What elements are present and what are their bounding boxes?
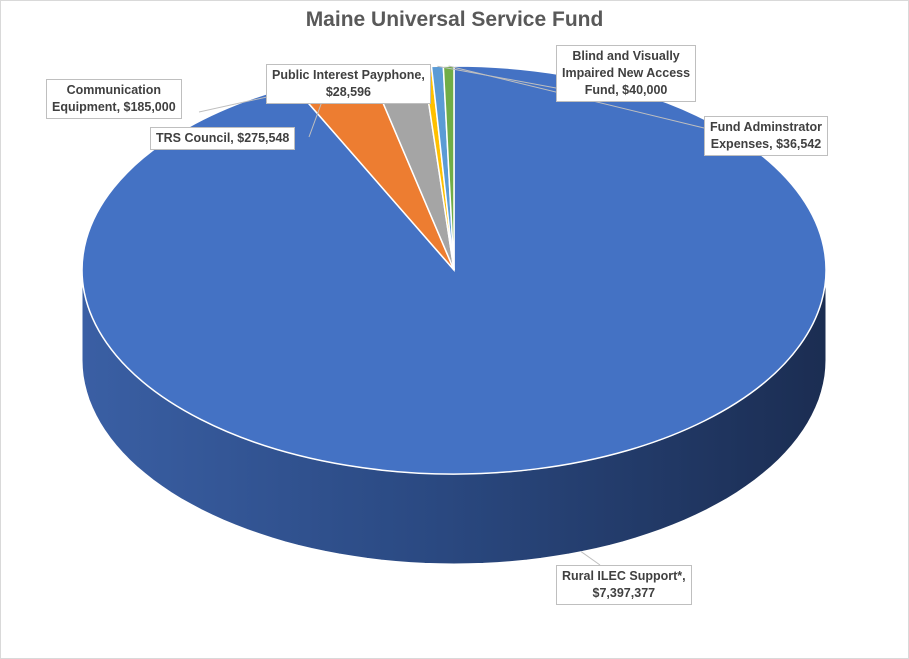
data-label-fund-adminstrator-expenses: Fund Adminstrator Expenses, $36,542 — [704, 116, 829, 156]
data-label-blind-and-visually-impaired: Blind and Visually Impaired New Access F… — [556, 45, 697, 102]
data-label-rural-ilec-support: Rural ILEC Support*, $7,397,377 — [556, 565, 692, 605]
data-label-communication-equipment: Communication Equipment, $185,000 — [46, 79, 182, 119]
chart-title: Maine Universal Service Fund — [305, 8, 604, 31]
leader-line-rural-ilec-support — [580, 551, 601, 566]
leader-line-blind-and-visually-impaired-new-access-fund — [437, 65, 557, 89]
data-label-public-interest-payphone: Public Interest Payphone, $28,596 — [266, 64, 431, 104]
data-label-trs-council: TRS Council, $275,548 — [150, 127, 296, 150]
